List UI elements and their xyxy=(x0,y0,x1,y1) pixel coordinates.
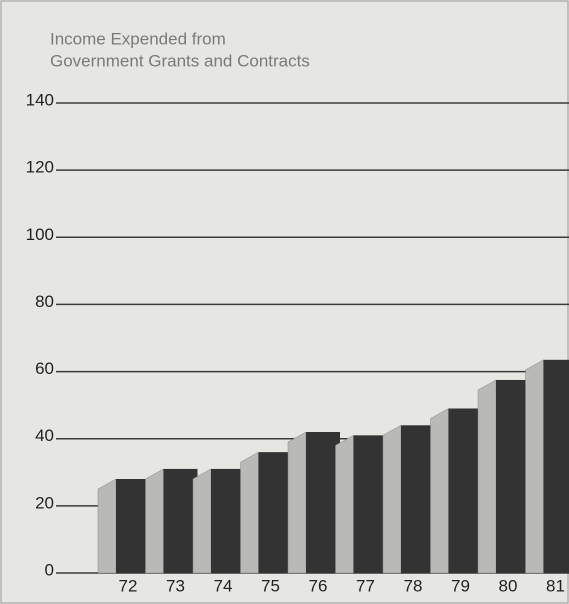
y-tick-label: 20 xyxy=(35,493,54,512)
y-tick-label: 80 xyxy=(35,292,54,311)
bar-side xyxy=(287,431,307,574)
bar-side xyxy=(145,468,164,574)
bar xyxy=(258,452,293,573)
x-tick-label: 81 xyxy=(546,576,565,595)
chart-title: Government Grants and Contracts xyxy=(50,51,310,70)
bar xyxy=(353,435,388,573)
y-tick-label: 120 xyxy=(26,158,54,177)
bar-side xyxy=(382,424,402,574)
y-tick-label: 60 xyxy=(35,359,54,378)
x-tick-label: 72 xyxy=(119,576,138,595)
y-tick-label: 0 xyxy=(45,560,54,579)
bar-side xyxy=(477,379,497,574)
x-tick-label: 79 xyxy=(451,576,470,595)
x-tick-label: 75 xyxy=(261,576,280,595)
y-tick-label: 40 xyxy=(35,426,54,445)
bar-side xyxy=(192,468,212,574)
x-tick-label: 76 xyxy=(309,576,328,595)
bar xyxy=(116,479,150,573)
y-tick-label: 100 xyxy=(26,225,54,244)
x-tick-label: 78 xyxy=(404,576,423,595)
x-tick-label: 73 xyxy=(166,576,185,595)
x-tick-label: 74 xyxy=(214,576,233,595)
bar xyxy=(401,425,435,573)
bar xyxy=(448,408,483,573)
x-tick-label: 80 xyxy=(499,576,518,595)
bar-side xyxy=(430,408,449,574)
bar xyxy=(306,432,340,573)
chart-title: Income Expended from xyxy=(50,29,226,48)
bar xyxy=(543,359,569,573)
bar-side xyxy=(525,359,544,574)
x-tick-label: 77 xyxy=(356,576,375,595)
bar xyxy=(211,468,245,573)
bar xyxy=(496,379,530,573)
bar-side xyxy=(335,434,354,574)
y-tick-label: 140 xyxy=(26,90,54,109)
bar xyxy=(163,468,198,573)
bar-side xyxy=(240,451,259,574)
bar-side xyxy=(97,478,117,574)
